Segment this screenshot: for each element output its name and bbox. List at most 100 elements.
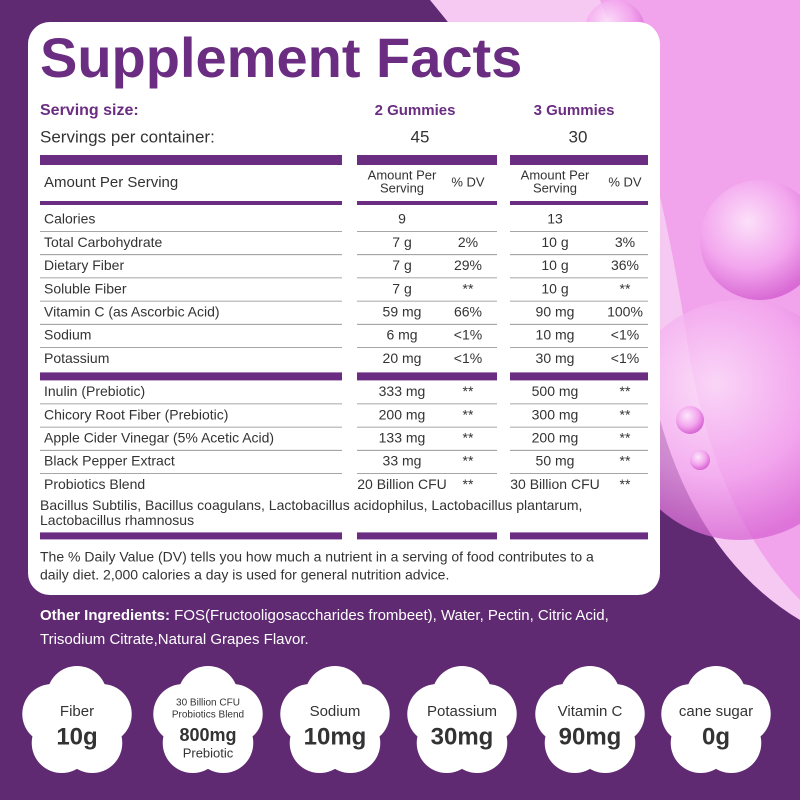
row-value: 10 g [541,234,568,250]
row-value: 7 g [392,257,411,273]
row-name: Total Carbohydrate [44,234,163,250]
badge-value: 0g [702,723,730,750]
row-value: ** [463,430,474,446]
badge-center [176,690,240,754]
row-name: Inulin (Prebiotic) [44,383,145,399]
row-value: ** [463,476,474,492]
row-name: Apple Cider Vinegar (5% Acetic Acid) [44,430,274,446]
row-value: 300 mg [532,406,579,422]
badge: Sodium 10mg [280,666,390,774]
servings-a: 45 [411,127,430,146]
badge-top: Vitamin C [558,703,623,720]
row-value: 29% [454,257,482,273]
row-value: ** [463,280,474,296]
row-value: 90 mg [536,304,575,320]
header-amount: Amount Per [368,167,437,182]
title: Supplement Facts [40,26,522,89]
other-text: Trisodium Citrate,Natural Grapes Flavor. [40,631,309,648]
badge-center [558,690,622,754]
row-value: 2% [458,234,478,250]
row-name: Probiotics Blend [44,476,145,492]
divider-bar [357,201,497,205]
row-value: 13 [547,211,563,227]
servings-label: Servings per container: [40,127,215,146]
row-value: <1% [611,350,639,366]
badge-value: 30mg [431,723,494,750]
badge: Potassium 30mg [407,666,517,774]
row-value: 10 g [541,280,568,296]
header-dv: % DV [451,174,485,189]
row-value: 200 mg [532,430,579,446]
badge-top: cane sugar [679,703,753,720]
row-name: Potassium [44,350,109,366]
row-value: ** [620,430,631,446]
row-value: 9 [398,211,406,227]
badge-top: Fiber [60,703,94,720]
row-value: 66% [454,304,482,320]
divider-bar [510,372,648,381]
other-ingredients: Other Ingredients: FOS(Fructooligosaccha… [40,607,609,624]
row-value: 20 Billion CFU [357,476,446,492]
divider-bar [510,201,648,205]
blend-strains: Bacillus Subtilis, Bacillus coagulans, L… [40,497,582,513]
row-name: Vitamin C (as Ascorbic Acid) [44,304,220,320]
row-value: 10 mg [536,327,575,343]
footnote: The % Daily Value (DV) tells you how muc… [40,549,594,565]
row-value: 10 g [541,257,568,273]
row-value: 333 mg [379,383,426,399]
badge: cane sugar 0g [661,666,771,774]
divider-bar [510,155,648,165]
header-amount: Serving [533,180,577,195]
row-name: Chicory Root Fiber (Prebiotic) [44,406,228,422]
row-value: <1% [611,327,639,343]
row-value: <1% [454,327,482,343]
row-value: 36% [611,257,639,273]
badge-value: 10mg [304,723,367,750]
footnote: daily diet. 2,000 calories a day is used… [40,567,449,583]
other-text: FOS(Fructooligosaccharides frombeet), Wa… [170,607,609,624]
badge-bottom: Prebiotic [183,745,234,760]
row-value: ** [620,383,631,399]
divider-bar [357,372,497,381]
badge-center [303,690,367,754]
serving-a: 2 Gummies [375,102,456,119]
badge: Vitamin C 90mg [535,666,645,774]
header-label: Amount Per Serving [44,174,178,191]
row-value: 33 mg [383,453,422,469]
header-dv: % DV [608,174,642,189]
row-value: 7 g [392,234,411,250]
badge-center [684,690,748,754]
row-name: Dietary Fiber [44,257,124,273]
servings-b: 30 [569,127,588,146]
bubble [676,406,704,434]
row-value: 3% [615,234,635,250]
divider-bar [40,155,342,165]
badge-value: 10g [56,723,97,750]
row-value: 500 mg [532,383,579,399]
row-name: Soluble Fiber [44,280,127,296]
row-value: ** [620,406,631,422]
row-value: ** [620,453,631,469]
row-name: Calories [44,211,95,227]
serving-b: 3 Gummies [534,102,615,119]
row-value: ** [463,406,474,422]
divider-bar [40,201,342,205]
badge-top: Probiotics Blend [172,710,244,721]
bubble [700,180,800,300]
row-value: <1% [454,350,482,366]
badge-center [45,690,109,754]
row-value: 133 mg [379,430,426,446]
serving-label: Serving size: [40,102,139,119]
badge-top: 30 Billion CFU [176,698,240,709]
divider-bar [357,155,497,165]
row-name: Black Pepper Extract [44,453,175,469]
row-value: 100% [607,304,643,320]
row-value: 30 Billion CFU [510,476,599,492]
other-label: Other Ingredients: [40,607,170,624]
badge-top: Sodium [310,703,361,720]
blend-strains: Lactobacillus rhamnosus [40,512,194,528]
badge-value: 800mg [179,725,236,745]
